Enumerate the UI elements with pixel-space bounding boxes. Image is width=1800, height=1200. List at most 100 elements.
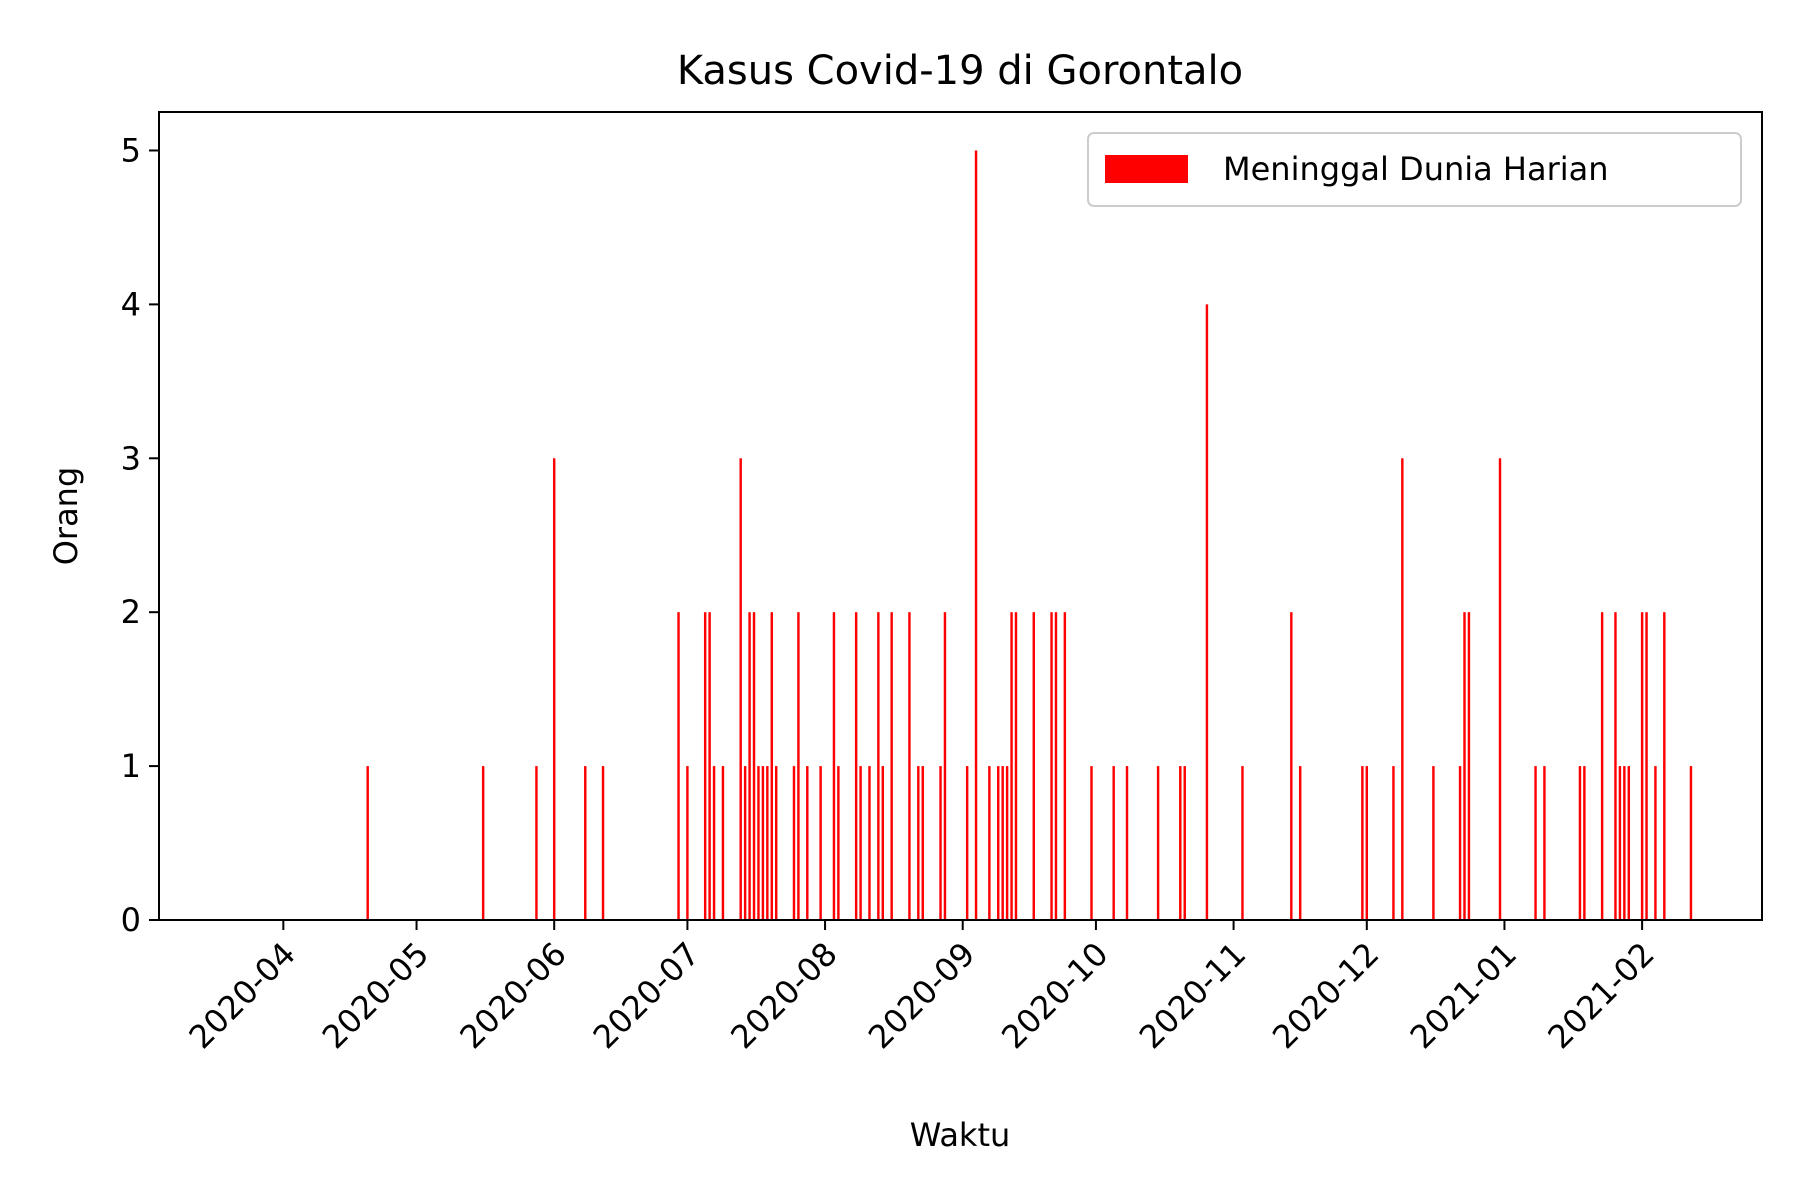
bar-2020-07-26 (797, 612, 800, 920)
bar-2020-08-23 (921, 766, 924, 920)
bar-2020-09-24 (1063, 612, 1067, 920)
legend-swatch (1105, 155, 1188, 183)
bar-2021-02-01 (1640, 612, 1644, 920)
bar-2020-09-07 (988, 766, 991, 920)
bar-2020-07-21 (775, 766, 778, 920)
bar-2020-09-04 (974, 150, 978, 921)
bar-2020-10-26 (1205, 304, 1209, 920)
bar-2020-12-01 (1365, 766, 1369, 920)
bar-2020-10-20 (1179, 766, 1182, 920)
bar-2020-08-22 (917, 766, 920, 920)
bar-2020-09-02 (965, 766, 969, 920)
bar-2020-12-22 (1458, 766, 1462, 920)
bar-2020-06-08 (584, 766, 587, 920)
y-tick-label: 1 (121, 747, 141, 785)
bar-2020-09-22 (1054, 612, 1058, 920)
bar-2021-02-12 (1689, 766, 1693, 920)
bar-2020-12-09 (1401, 458, 1404, 920)
bar-2020-09-17 (1032, 612, 1035, 920)
y-axis-label: Orang (47, 467, 85, 566)
bar-2020-12-23 (1463, 612, 1466, 920)
bar-2021-02-06 (1663, 612, 1666, 920)
bar-2021-01-27 (1618, 766, 1622, 920)
bar-2020-08-08 (854, 612, 858, 920)
bar-2020-08-20 (908, 612, 911, 920)
bar-2020-07-28 (806, 766, 809, 920)
bar-2020-08-11 (868, 766, 871, 920)
bar-2020-07-25 (792, 766, 796, 920)
bar-2020-06-29 (677, 612, 680, 920)
y-tick-label: 4 (121, 285, 141, 323)
bars-layer (366, 150, 1693, 921)
bar-2020-08-09 (859, 766, 862, 920)
bar-2021-01-10 (1543, 766, 1546, 920)
bar-2020-07-18 (761, 766, 765, 920)
legend: Meninggal Dunia Harian (1087, 132, 1742, 207)
bar-2020-07-15 (748, 612, 751, 920)
chart-title: Kasus Covid-19 di Gorontalo (677, 48, 1243, 94)
bar-2020-07-17 (757, 766, 760, 920)
bar-2020-07-13 (739, 458, 742, 920)
bar-2021-01-28 (1623, 766, 1626, 920)
bar-2020-09-09 (997, 766, 1000, 920)
bar-2020-11-14 (1290, 612, 1293, 920)
bar-2020-07-07 (712, 766, 716, 920)
bar-2020-10-05 (1112, 766, 1115, 920)
bar-2021-01-18 (1578, 766, 1582, 920)
y-tick-label: 2 (121, 593, 141, 631)
bar-2021-01-29 (1627, 766, 1631, 920)
bar-2020-07-09 (721, 766, 725, 920)
bar-2020-07-06 (708, 612, 711, 920)
bar-2020-07-14 (743, 766, 747, 920)
bar-2020-08-16 (890, 612, 893, 920)
bar-2021-01-23 (1600, 612, 1604, 920)
bar-2020-08-04 (837, 766, 840, 920)
plot-frame (158, 111, 1763, 921)
bar-2020-09-30 (1090, 766, 1093, 920)
bar-2020-12-31 (1498, 458, 1502, 920)
bar-2020-10-21 (1183, 766, 1186, 920)
legend-label: Meninggal Dunia Harian (1223, 150, 1609, 188)
bar-2020-08-03 (832, 612, 836, 920)
bar-2020-09-12 (1010, 612, 1013, 920)
bar-2020-12-24 (1467, 612, 1471, 920)
bar-2021-01-19 (1583, 766, 1586, 920)
bar-2021-02-02 (1645, 612, 1648, 920)
bar-2020-12-07 (1392, 766, 1395, 920)
bar-2020-07-01 (686, 766, 689, 920)
bar-2020-07-20 (770, 612, 773, 920)
bar-2021-01-26 (1614, 612, 1617, 920)
bar-2020-07-19 (766, 766, 769, 920)
bar-2020-10-08 (1125, 766, 1129, 920)
bar-2020-07-31 (819, 766, 822, 920)
bar-2021-01-08 (1534, 766, 1537, 920)
bar-2021-02-04 (1654, 766, 1657, 920)
bar-2020-09-21 (1050, 612, 1053, 920)
bar-2020-04-20 (366, 766, 369, 920)
bar-2020-05-16 (481, 766, 485, 920)
legend-box (1087, 132, 1742, 207)
y-tick-label: 3 (121, 439, 141, 477)
bar-2020-09-13 (1014, 612, 1018, 920)
bar-2020-06-01 (552, 458, 556, 920)
bar-2020-11-03 (1241, 766, 1244, 920)
y-tick-label: 5 (121, 131, 141, 169)
bar-2020-07-16 (752, 612, 756, 920)
bar-2020-08-28 (943, 612, 947, 920)
bar-2020-07-05 (703, 612, 707, 920)
bar-2020-11-30 (1361, 766, 1364, 920)
bar-2020-09-11 (1005, 766, 1009, 920)
bar-2020-08-14 (881, 766, 885, 920)
bar-2020-05-28 (535, 766, 538, 920)
bar-2020-12-16 (1432, 766, 1435, 920)
bar-2020-11-16 (1298, 766, 1302, 920)
bar-2020-06-12 (601, 766, 605, 920)
bar-2020-08-13 (877, 612, 880, 920)
y-tick-label: 0 (121, 901, 141, 939)
bar-2020-08-27 (939, 766, 942, 920)
x-axis-label: Waktu (910, 1116, 1011, 1154)
bar-2020-10-15 (1156, 766, 1160, 920)
y-axis: 0 1 2 3 4 5 (121, 131, 159, 939)
bar-2020-09-10 (1001, 766, 1004, 920)
